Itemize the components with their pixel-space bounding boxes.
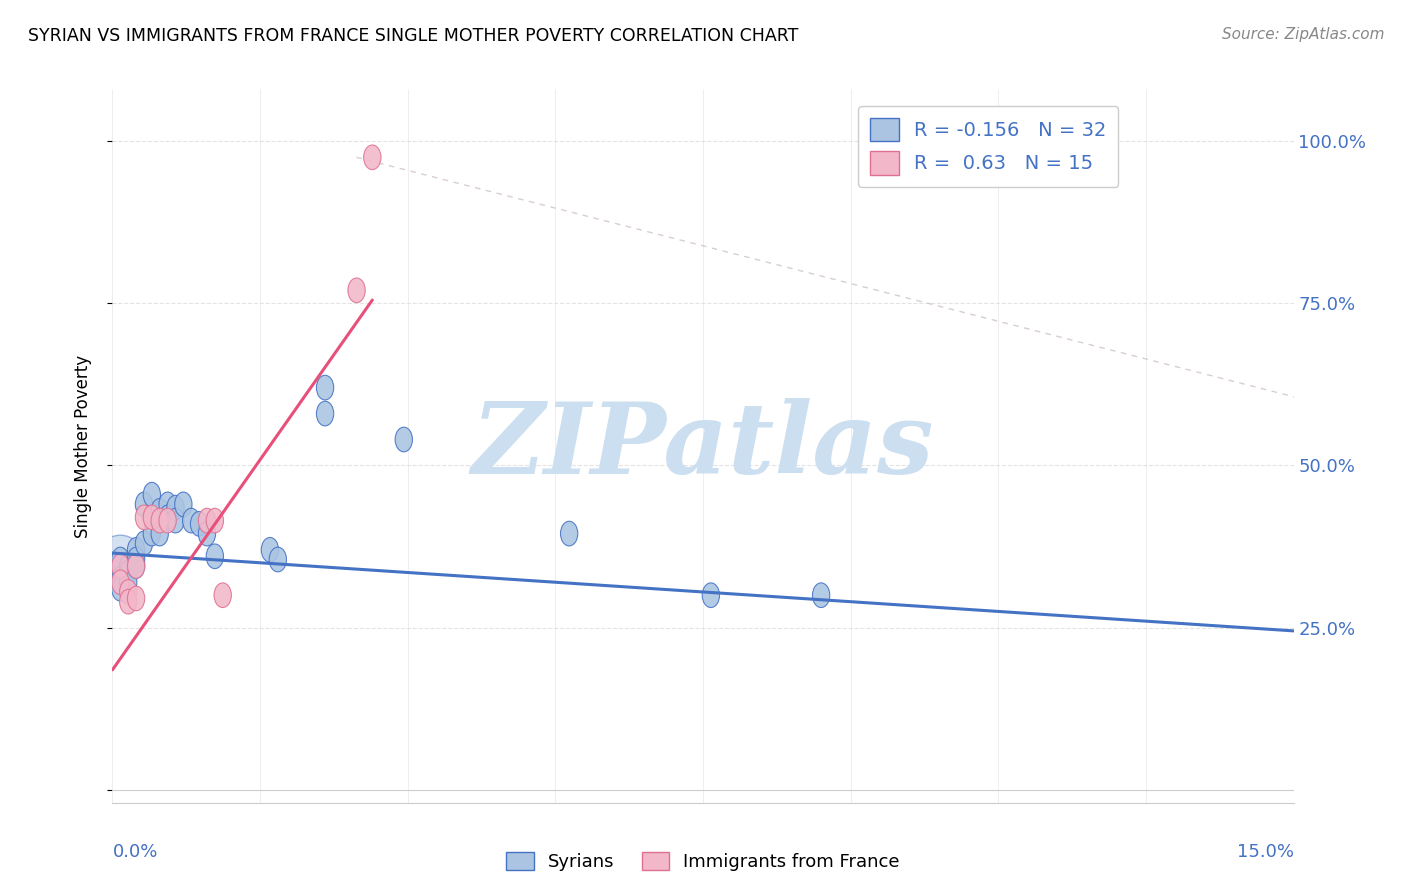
Ellipse shape xyxy=(128,586,145,611)
Ellipse shape xyxy=(702,582,720,607)
Ellipse shape xyxy=(198,508,215,533)
Ellipse shape xyxy=(143,521,160,546)
Ellipse shape xyxy=(183,508,200,533)
Ellipse shape xyxy=(111,576,129,601)
Ellipse shape xyxy=(269,547,287,572)
Ellipse shape xyxy=(561,521,578,546)
Ellipse shape xyxy=(128,547,145,572)
Ellipse shape xyxy=(150,499,169,524)
Ellipse shape xyxy=(159,492,176,516)
Ellipse shape xyxy=(120,554,136,578)
Legend: R = -0.156   N = 32, R =  0.63   N = 15: R = -0.156 N = 32, R = 0.63 N = 15 xyxy=(858,106,1118,186)
Ellipse shape xyxy=(111,547,129,572)
Ellipse shape xyxy=(120,590,136,614)
Ellipse shape xyxy=(262,538,278,562)
Ellipse shape xyxy=(167,495,184,520)
Ellipse shape xyxy=(135,531,153,556)
Ellipse shape xyxy=(143,505,160,530)
Ellipse shape xyxy=(128,554,145,578)
Ellipse shape xyxy=(190,511,208,536)
Ellipse shape xyxy=(207,508,224,533)
Text: ZIPatlas: ZIPatlas xyxy=(472,398,934,494)
Ellipse shape xyxy=(128,538,145,562)
Ellipse shape xyxy=(159,508,176,533)
Ellipse shape xyxy=(813,582,830,607)
Ellipse shape xyxy=(198,521,215,546)
Ellipse shape xyxy=(135,492,153,516)
Y-axis label: Single Mother Poverty: Single Mother Poverty xyxy=(73,354,91,538)
Ellipse shape xyxy=(159,505,176,530)
Ellipse shape xyxy=(120,570,136,595)
Ellipse shape xyxy=(167,508,184,533)
Text: SYRIAN VS IMMIGRANTS FROM FRANCE SINGLE MOTHER POVERTY CORRELATION CHART: SYRIAN VS IMMIGRANTS FROM FRANCE SINGLE … xyxy=(28,27,799,45)
Ellipse shape xyxy=(214,582,232,607)
Ellipse shape xyxy=(120,580,136,604)
Text: 0.0%: 0.0% xyxy=(112,843,157,861)
Text: 15.0%: 15.0% xyxy=(1236,843,1294,861)
Ellipse shape xyxy=(150,508,169,533)
Ellipse shape xyxy=(97,535,143,584)
Ellipse shape xyxy=(143,483,160,507)
Legend: Syrians, Immigrants from France: Syrians, Immigrants from France xyxy=(499,845,907,879)
Ellipse shape xyxy=(347,278,366,302)
Ellipse shape xyxy=(316,401,333,425)
Ellipse shape xyxy=(128,554,145,578)
Text: Source: ZipAtlas.com: Source: ZipAtlas.com xyxy=(1222,27,1385,42)
Ellipse shape xyxy=(111,554,129,578)
Ellipse shape xyxy=(364,145,381,169)
Ellipse shape xyxy=(135,505,153,530)
Ellipse shape xyxy=(174,492,193,516)
Ellipse shape xyxy=(150,521,169,546)
Ellipse shape xyxy=(316,376,333,400)
Ellipse shape xyxy=(395,427,412,452)
Ellipse shape xyxy=(111,566,129,591)
Ellipse shape xyxy=(111,570,129,595)
Ellipse shape xyxy=(207,544,224,568)
Ellipse shape xyxy=(120,560,136,585)
